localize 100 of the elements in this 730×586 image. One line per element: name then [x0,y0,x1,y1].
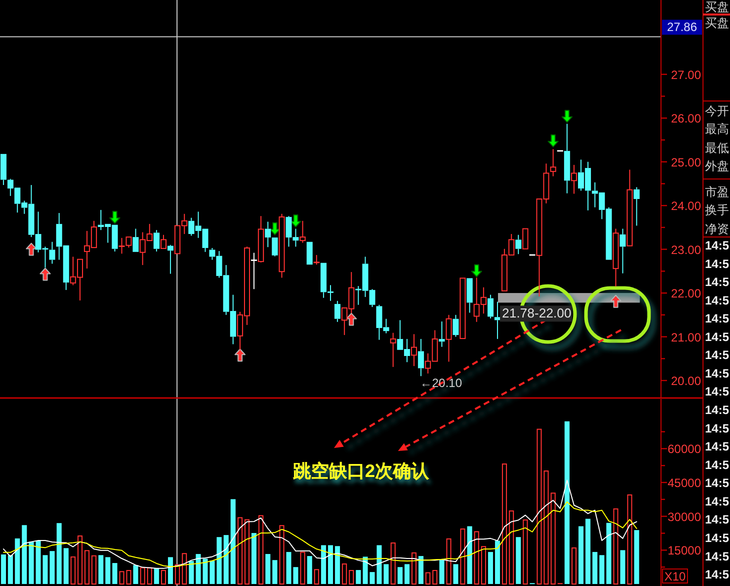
bar [516,537,521,584]
text: 14:5 [705,366,730,380]
y-tick-label: 24.00 [670,199,702,214]
y-tick-label: 20.00 [670,374,702,388]
candlestick [132,228,139,252]
candlestick [250,252,258,290]
bar [300,552,306,584]
text: 外盘 [705,159,729,173]
bar [446,538,452,584]
bar [84,550,90,584]
text: 14:5 [705,476,730,490]
bar [592,552,598,584]
bar [585,518,590,584]
ref-line-label: 27.86 [666,20,698,34]
text: 14:5 [705,421,730,436]
text: 14:5 [705,330,730,344]
text: 14:5 [705,348,730,362]
y-tick-label: 21.00 [670,330,702,344]
bar [154,568,160,584]
candlestick [312,254,320,266]
bar [98,555,104,584]
text: 今开 [705,104,729,118]
line-series [2,480,638,569]
bar [251,533,256,584]
bar [112,563,118,584]
bar [133,565,138,584]
bar [404,564,410,584]
bar [182,553,187,584]
bar [279,525,284,584]
bar [140,567,146,584]
text: 14:5 [705,530,730,545]
point [548,134,559,148]
text: 换手 [705,203,729,217]
bar [356,570,361,584]
bar [522,519,528,584]
bar [411,552,416,584]
bar [508,510,514,584]
bar [398,567,403,584]
bar [418,556,424,584]
bar [502,464,507,584]
bar [536,428,542,584]
bar [544,470,549,584]
text: 14:5 [705,312,730,326]
candlestick [564,123,570,194]
point [471,264,482,278]
bar [14,538,20,584]
candlestick [390,332,396,368]
bar [258,515,264,584]
bar [384,564,389,584]
candlestick [0,154,6,186]
bar [0,554,6,584]
point [269,222,280,236]
candlestick [550,148,556,177]
candlestick [522,228,528,250]
bar [161,570,166,584]
annotation: 跳空缺口2次确认 [292,461,430,481]
text: 14:5 [705,568,730,582]
point [26,242,37,256]
candlestick [488,294,494,319]
y-tick-label: 22.00 [670,286,702,301]
bar [230,499,236,584]
bar [321,545,326,584]
text: 买盘 [705,0,729,14]
bar [376,545,382,584]
candlestick [634,186,640,226]
bar [620,550,626,584]
text: 市盈 [705,185,729,199]
text: 14:5 [705,440,730,454]
candlestick [626,169,633,246]
y-tick-label: 27.00 [670,68,702,82]
bar [314,569,320,584]
bar [168,557,173,584]
bar [342,563,347,584]
bar [494,540,500,584]
bar [188,560,194,584]
candlestick [620,228,626,274]
candlestick [410,334,417,367]
bar [64,548,69,584]
point [346,312,357,326]
bar [481,546,486,584]
text: 14:5 [705,512,730,527]
point [290,214,302,228]
bar [105,557,110,584]
candlestick [612,228,619,287]
candlestick [306,242,313,265]
candlestick [154,230,160,252]
bar [439,559,444,584]
bar [453,564,458,584]
candlestick [452,314,459,338]
bar [196,554,201,584]
bar [488,552,494,584]
text: 14:5 [705,275,730,290]
bar [56,523,62,584]
line-series [2,501,638,568]
bar [348,570,354,584]
text: 净资 [705,222,729,236]
bar [265,554,270,584]
point [109,210,120,224]
candlestick [272,237,278,257]
bar [328,545,333,584]
